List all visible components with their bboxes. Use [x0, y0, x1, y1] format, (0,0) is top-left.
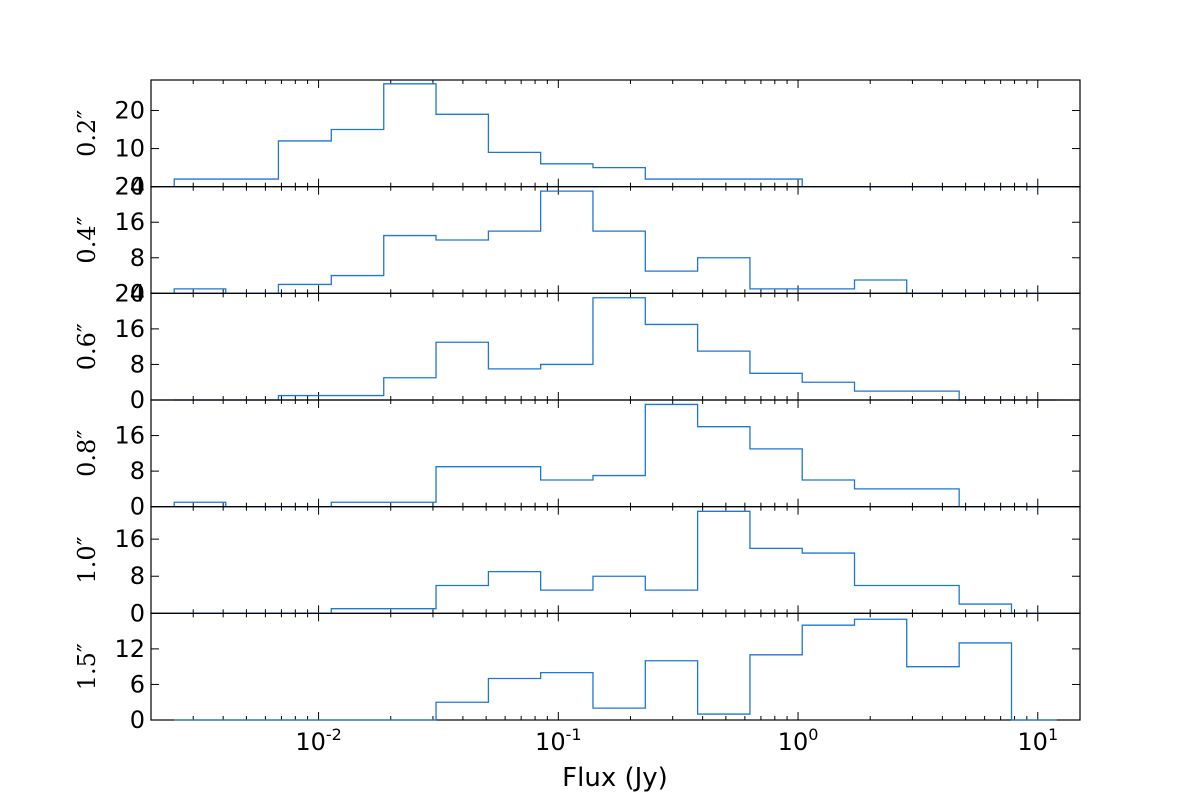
y-tick-label: 16	[114, 208, 145, 236]
y-tick-label: 0	[130, 706, 145, 734]
panel-label: 0.4″	[73, 216, 101, 263]
panel-label: 0.8″	[73, 430, 101, 477]
panel-1: 0 10 20 0.2″	[73, 79, 1081, 201]
x-axis: 10-2 10-1 100 101	[295, 725, 1058, 756]
x-tick-label: 101	[1017, 725, 1058, 756]
x-tick-label: 100	[778, 725, 819, 756]
y-tick-label: 12	[114, 635, 145, 663]
y-tick-label: 16	[114, 315, 145, 343]
histogram-series	[174, 510, 1057, 614]
panel-label: 1.5″	[73, 643, 101, 690]
panel-label: 1.0″	[73, 536, 101, 583]
y-tick-label: 10	[114, 135, 145, 163]
panel-frame	[150, 186, 1081, 294]
y-tick-label: 16	[114, 525, 145, 553]
x-axis-title: Flux (Jy)	[562, 763, 668, 793]
panel-4: 0 8 16 0.8″	[73, 399, 1081, 521]
panel-frame	[150, 506, 1081, 614]
x-tick-label: 10-1	[535, 725, 582, 756]
x-tick-label: 10-2	[295, 725, 342, 756]
panel-frame	[150, 79, 1081, 188]
y-tick-label: 16	[114, 422, 145, 450]
histogram-series	[174, 618, 1057, 721]
histogram-series	[174, 297, 1057, 401]
panel-2: 0 8 16 24 0.4″	[73, 173, 1081, 307]
panel-3: 0 8 16 24 0.6″	[73, 279, 1081, 414]
panel-label: 0.2″	[73, 110, 101, 157]
y-tick-label: 8	[130, 244, 145, 272]
panel-frame	[150, 292, 1081, 401]
panel-label: 0.6″	[73, 323, 101, 370]
y-tick-label: 0	[130, 173, 145, 201]
panel-5: 0 8 16 1.0″	[73, 506, 1081, 627]
panel-frame	[150, 612, 1081, 721]
y-tick-label: 8	[130, 350, 145, 378]
y-tick-label: 0	[130, 279, 145, 307]
histogram-series	[173, 190, 1057, 294]
y-tick-label: 24	[114, 279, 145, 307]
panels-layer: 0 10 20 0.2″ 0 8 16 24 0.4″ 0 8 16 24 0.6″ 0 8 16 0.8″ 0 8 1…	[73, 79, 1081, 734]
y-tick-label: 20	[114, 96, 145, 124]
y-tick-label: 0	[130, 599, 145, 627]
y-tick-label: 0	[130, 493, 145, 521]
y-tick-label: 8	[130, 562, 145, 590]
y-tick-label: 8	[130, 457, 145, 485]
y-tick-label: 0	[130, 386, 145, 414]
histogram-series	[173, 403, 1057, 508]
panel-frame	[150, 399, 1081, 508]
y-tick-label: 6	[130, 670, 145, 698]
y-tick-label: 24	[114, 173, 145, 201]
panel-6: 0 6 12 1.5″	[73, 612, 1081, 734]
histogram-series	[173, 83, 1057, 188]
